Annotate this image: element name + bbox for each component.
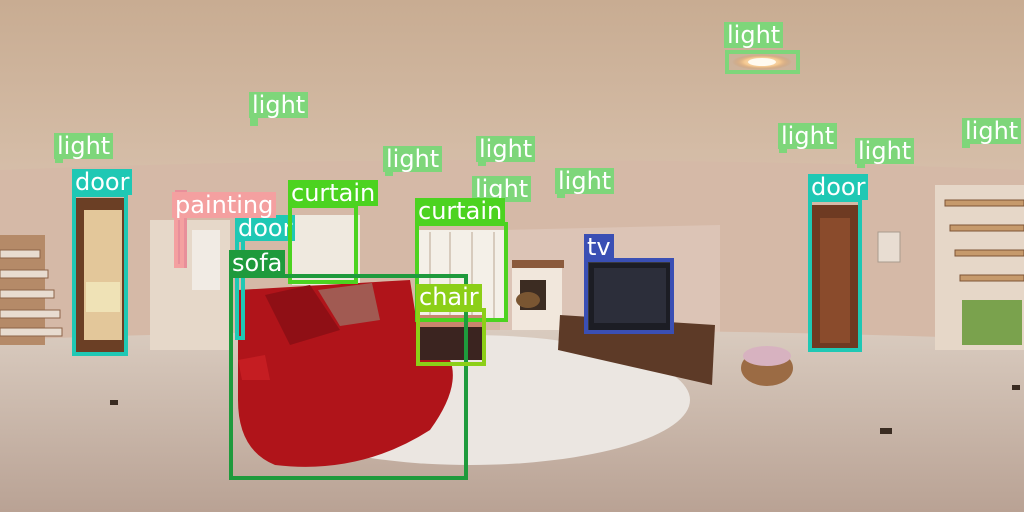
detection-box-chair [416, 308, 486, 366]
detection-label-light: light [555, 168, 615, 194]
detection-label-light: light [472, 176, 532, 202]
detection-label-painting: painting [172, 192, 277, 218]
planter [516, 292, 540, 308]
detection-box-tv [584, 258, 674, 334]
detection-box-door [72, 193, 128, 356]
detection-box-sofa [229, 274, 468, 480]
detection-label-chair: chair [416, 284, 482, 310]
detection-label-light: light [724, 22, 784, 48]
detection-label-door: door [72, 169, 133, 195]
detection-label-door: door [235, 215, 296, 241]
window-left [292, 215, 360, 285]
detection-label-light: light [383, 146, 443, 172]
detection-label-light: light [855, 138, 915, 164]
detection-label-light: light [778, 123, 838, 149]
detection-box-door [808, 198, 862, 352]
detection-box-painting [174, 216, 184, 268]
detection-box-light [250, 118, 258, 126]
detection-label-light: light [476, 136, 536, 162]
detection-label-curtain: curtain [288, 180, 379, 206]
detection-label-light: light [54, 133, 114, 159]
panel-right [877, 231, 901, 263]
detection-box-curtain [415, 222, 508, 322]
detection-box-curtain [288, 204, 358, 284]
detection-label-door: door [808, 174, 869, 200]
detection-label-curtain: curtain [415, 198, 506, 224]
ceiling-lamp [748, 58, 776, 66]
detection-label-tv: tv [584, 234, 614, 260]
detection-label-light: light [962, 118, 1022, 144]
detection-box-light [725, 50, 800, 74]
detection-label-light: light [249, 92, 309, 118]
detection-label-sofa: sofa [229, 250, 286, 276]
